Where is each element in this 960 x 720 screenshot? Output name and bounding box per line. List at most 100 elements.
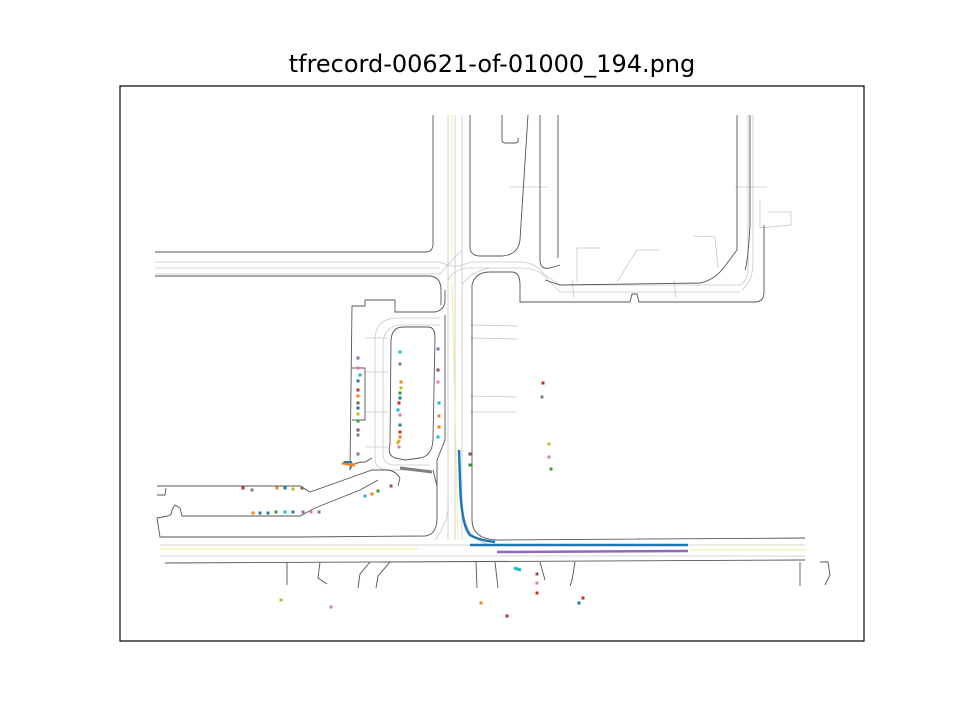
agent-marker — [540, 395, 544, 399]
agent-marker — [535, 581, 539, 585]
road-edge — [157, 469, 401, 493]
agent-marker — [396, 440, 400, 444]
road-edge — [357, 561, 371, 589]
agent-marker — [258, 511, 262, 515]
agent-marker — [356, 356, 360, 360]
agent-marker — [397, 445, 401, 449]
road-edge — [164, 559, 806, 564]
agent-marker — [291, 487, 295, 491]
agent-marker — [468, 463, 472, 467]
agent-marker — [356, 452, 360, 456]
trajectory-cyan — [513, 566, 522, 572]
agent-marker — [398, 430, 402, 434]
agent-marker — [505, 614, 509, 618]
road-edge — [349, 290, 446, 471]
agent-marker — [283, 486, 287, 490]
agent-marker — [389, 484, 393, 488]
agent-marker — [301, 510, 305, 514]
agent-marker — [547, 455, 551, 459]
agent-marker — [356, 379, 360, 383]
lane-line — [469, 337, 519, 340]
agent-marker — [437, 414, 441, 418]
lane-line — [692, 235, 719, 269]
agent-marker — [356, 428, 360, 432]
trajectory-gray — [399, 466, 433, 474]
lane-line — [469, 395, 517, 398]
lane-line — [439, 261, 471, 267]
agent-marker — [370, 492, 374, 496]
figure-title: tfrecord-00621-of-01000_194.png — [288, 50, 696, 78]
road-edge — [155, 115, 434, 253]
lane-line — [439, 249, 463, 275]
agent-marker — [468, 452, 472, 456]
lane-line — [470, 261, 740, 286]
road-edge — [375, 561, 391, 589]
agent-marker — [436, 380, 440, 384]
center-line — [451, 281, 459, 541]
lane-line — [673, 279, 677, 299]
agent-marker — [356, 388, 360, 392]
agent-marker — [251, 511, 255, 515]
agent-markers — [241, 347, 585, 618]
road-edge — [471, 225, 765, 303]
agent-marker — [317, 510, 321, 514]
trajectory-purple — [496, 549, 689, 554]
road-edge — [539, 561, 546, 581]
agent-marker — [356, 366, 360, 370]
agent-marker — [398, 423, 402, 427]
road-edge — [388, 326, 436, 461]
road-edge — [156, 315, 446, 538]
agent-marker — [436, 368, 440, 372]
lane-line — [759, 200, 792, 229]
agent-marker — [279, 598, 283, 602]
agent-marker — [376, 489, 380, 493]
lane-line — [616, 249, 638, 283]
agent-marker — [363, 494, 367, 498]
agent-marker — [397, 401, 401, 405]
agent-marker — [535, 572, 539, 576]
agent-marker — [309, 510, 313, 514]
agent-marker — [479, 601, 483, 605]
agent-marker — [398, 435, 402, 439]
trajectory-blue — [457, 449, 496, 544]
agent-marker — [356, 419, 360, 423]
road-edge — [569, 561, 576, 587]
agent-marker — [547, 442, 551, 446]
lane-line — [374, 317, 440, 471]
lane-line — [447, 267, 471, 281]
road-edge — [820, 561, 831, 586]
agent-marker — [300, 486, 304, 490]
agent-marker — [437, 425, 441, 429]
lane-line — [434, 499, 449, 541]
agent-marker — [291, 510, 295, 514]
agent-marker — [436, 347, 440, 351]
road-edge — [432, 469, 438, 487]
center-lines — [160, 115, 805, 551]
agent-marker — [437, 401, 441, 405]
agent-marker — [356, 401, 360, 405]
road-edge — [155, 275, 442, 305]
road-edge — [157, 487, 167, 496]
agent-marker — [356, 412, 360, 416]
road-edges — [155, 114, 831, 589]
agent-marker — [399, 386, 403, 390]
agent-marker — [549, 467, 553, 471]
lane-line — [741, 115, 754, 291]
agent-marker — [358, 373, 362, 377]
road-edge — [501, 115, 519, 144]
agent-marker — [581, 596, 585, 600]
agent-marker — [274, 510, 278, 514]
agent-marker — [535, 591, 539, 595]
agent-marker — [541, 381, 545, 385]
vehicle-traces — [341, 439, 689, 572]
agent-marker — [398, 362, 402, 366]
agent-marker — [266, 511, 270, 515]
lane-line — [382, 324, 440, 466]
road-edge — [744, 115, 751, 271]
lane-line — [739, 115, 749, 286]
agent-marker — [356, 406, 360, 410]
agent-marker — [436, 435, 440, 439]
road-edge — [349, 457, 373, 471]
lane-line — [461, 267, 491, 286]
